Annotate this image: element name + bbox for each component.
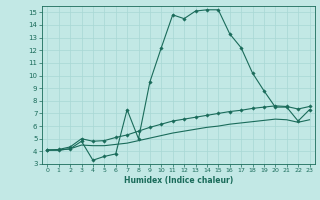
X-axis label: Humidex (Indice chaleur): Humidex (Indice chaleur) [124,176,233,185]
